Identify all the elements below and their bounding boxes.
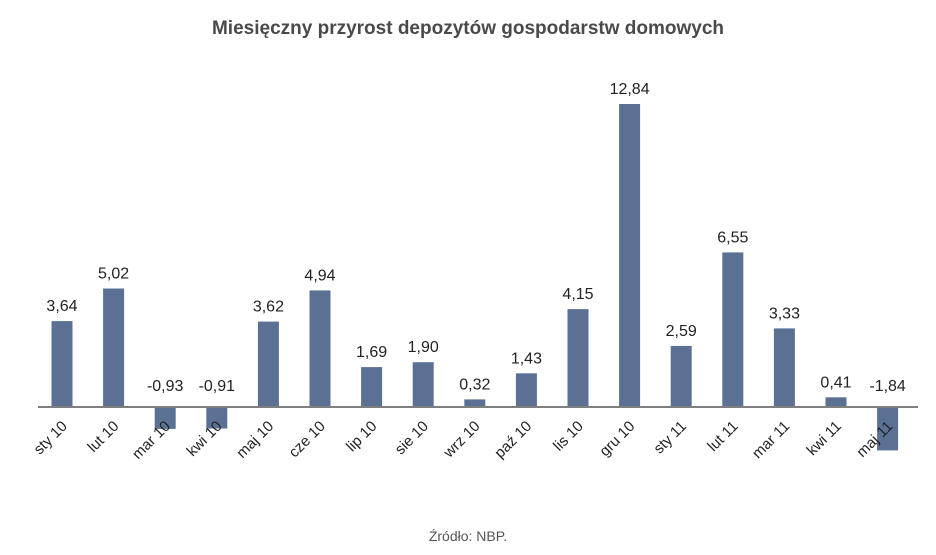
bar-0 — [51, 321, 73, 407]
bar-9 — [515, 373, 537, 407]
category-label-12: sty 11 — [650, 418, 690, 458]
data-label-8: 0,32 — [459, 376, 490, 393]
bar-4 — [257, 321, 279, 407]
data-label-5: 4,94 — [304, 267, 335, 284]
data-label-11: 12,84 — [610, 81, 650, 98]
bar-10 — [567, 309, 589, 407]
bar-12 — [670, 345, 692, 407]
bar-13 — [722, 252, 744, 407]
category-label-6: lip 10 — [343, 418, 380, 455]
bar-6 — [361, 367, 383, 407]
data-label-16: -1,84 — [869, 378, 906, 395]
data-label-2: -0,93 — [147, 378, 184, 395]
bars-layer — [51, 104, 899, 451]
data-label-0: 3,64 — [46, 298, 77, 315]
bar-14 — [773, 328, 795, 407]
data-label-13: 6,55 — [717, 229, 748, 246]
bar-8 — [464, 399, 486, 407]
category-label-7: sie 10 — [392, 418, 432, 458]
bar-2 — [154, 407, 176, 429]
bar-11 — [619, 104, 641, 407]
bar-16 — [877, 407, 899, 451]
bar-3 — [206, 407, 228, 429]
data-label-9: 1,43 — [511, 350, 542, 367]
data-label-12: 2,59 — [666, 323, 697, 340]
category-label-13: lut 11 — [704, 418, 741, 455]
data-label-7: 1,90 — [408, 339, 439, 356]
data-label-4: 3,62 — [253, 299, 284, 316]
category-label-9: paź 10 — [491, 418, 535, 462]
category-label-2: mar 10 — [129, 418, 174, 463]
bar-1 — [103, 288, 125, 407]
chart-title: Miesięczny przyrost depozytów gospodarst… — [211, 18, 725, 39]
data-label-6: 1,69 — [356, 344, 387, 361]
category-label-15: kwi 11 — [804, 418, 845, 459]
data-label-14: 3,33 — [769, 305, 800, 322]
category-label-14: mar 11 — [749, 418, 793, 462]
bar-5 — [309, 290, 331, 407]
category-label-4: maj 10 — [233, 418, 277, 462]
bar-15 — [825, 397, 847, 407]
category-label-0: sty 10 — [31, 418, 71, 458]
category-label-8: wrz 10 — [440, 418, 484, 462]
category-label-10: lis 10 — [550, 418, 587, 455]
category-label-1: lut 10 — [84, 418, 122, 456]
data-label-10: 4,15 — [562, 286, 593, 303]
category-label-5: cze 10 — [286, 418, 329, 461]
data-label-3: -0,91 — [199, 378, 236, 395]
bar-7 — [412, 362, 434, 407]
category-label-11: gru 10 — [596, 418, 638, 460]
bar-chart: 3,64 sty 10 5,02 lut 10 -0,93 mar 10 -0,91 kwi … — [31, 81, 918, 463]
category-label-3: kwi 10 — [184, 418, 226, 460]
data-label-15: 0,41 — [820, 374, 851, 391]
data-label-1: 5,02 — [98, 266, 129, 283]
source-note: Źródło: NBP. — [428, 528, 508, 544]
